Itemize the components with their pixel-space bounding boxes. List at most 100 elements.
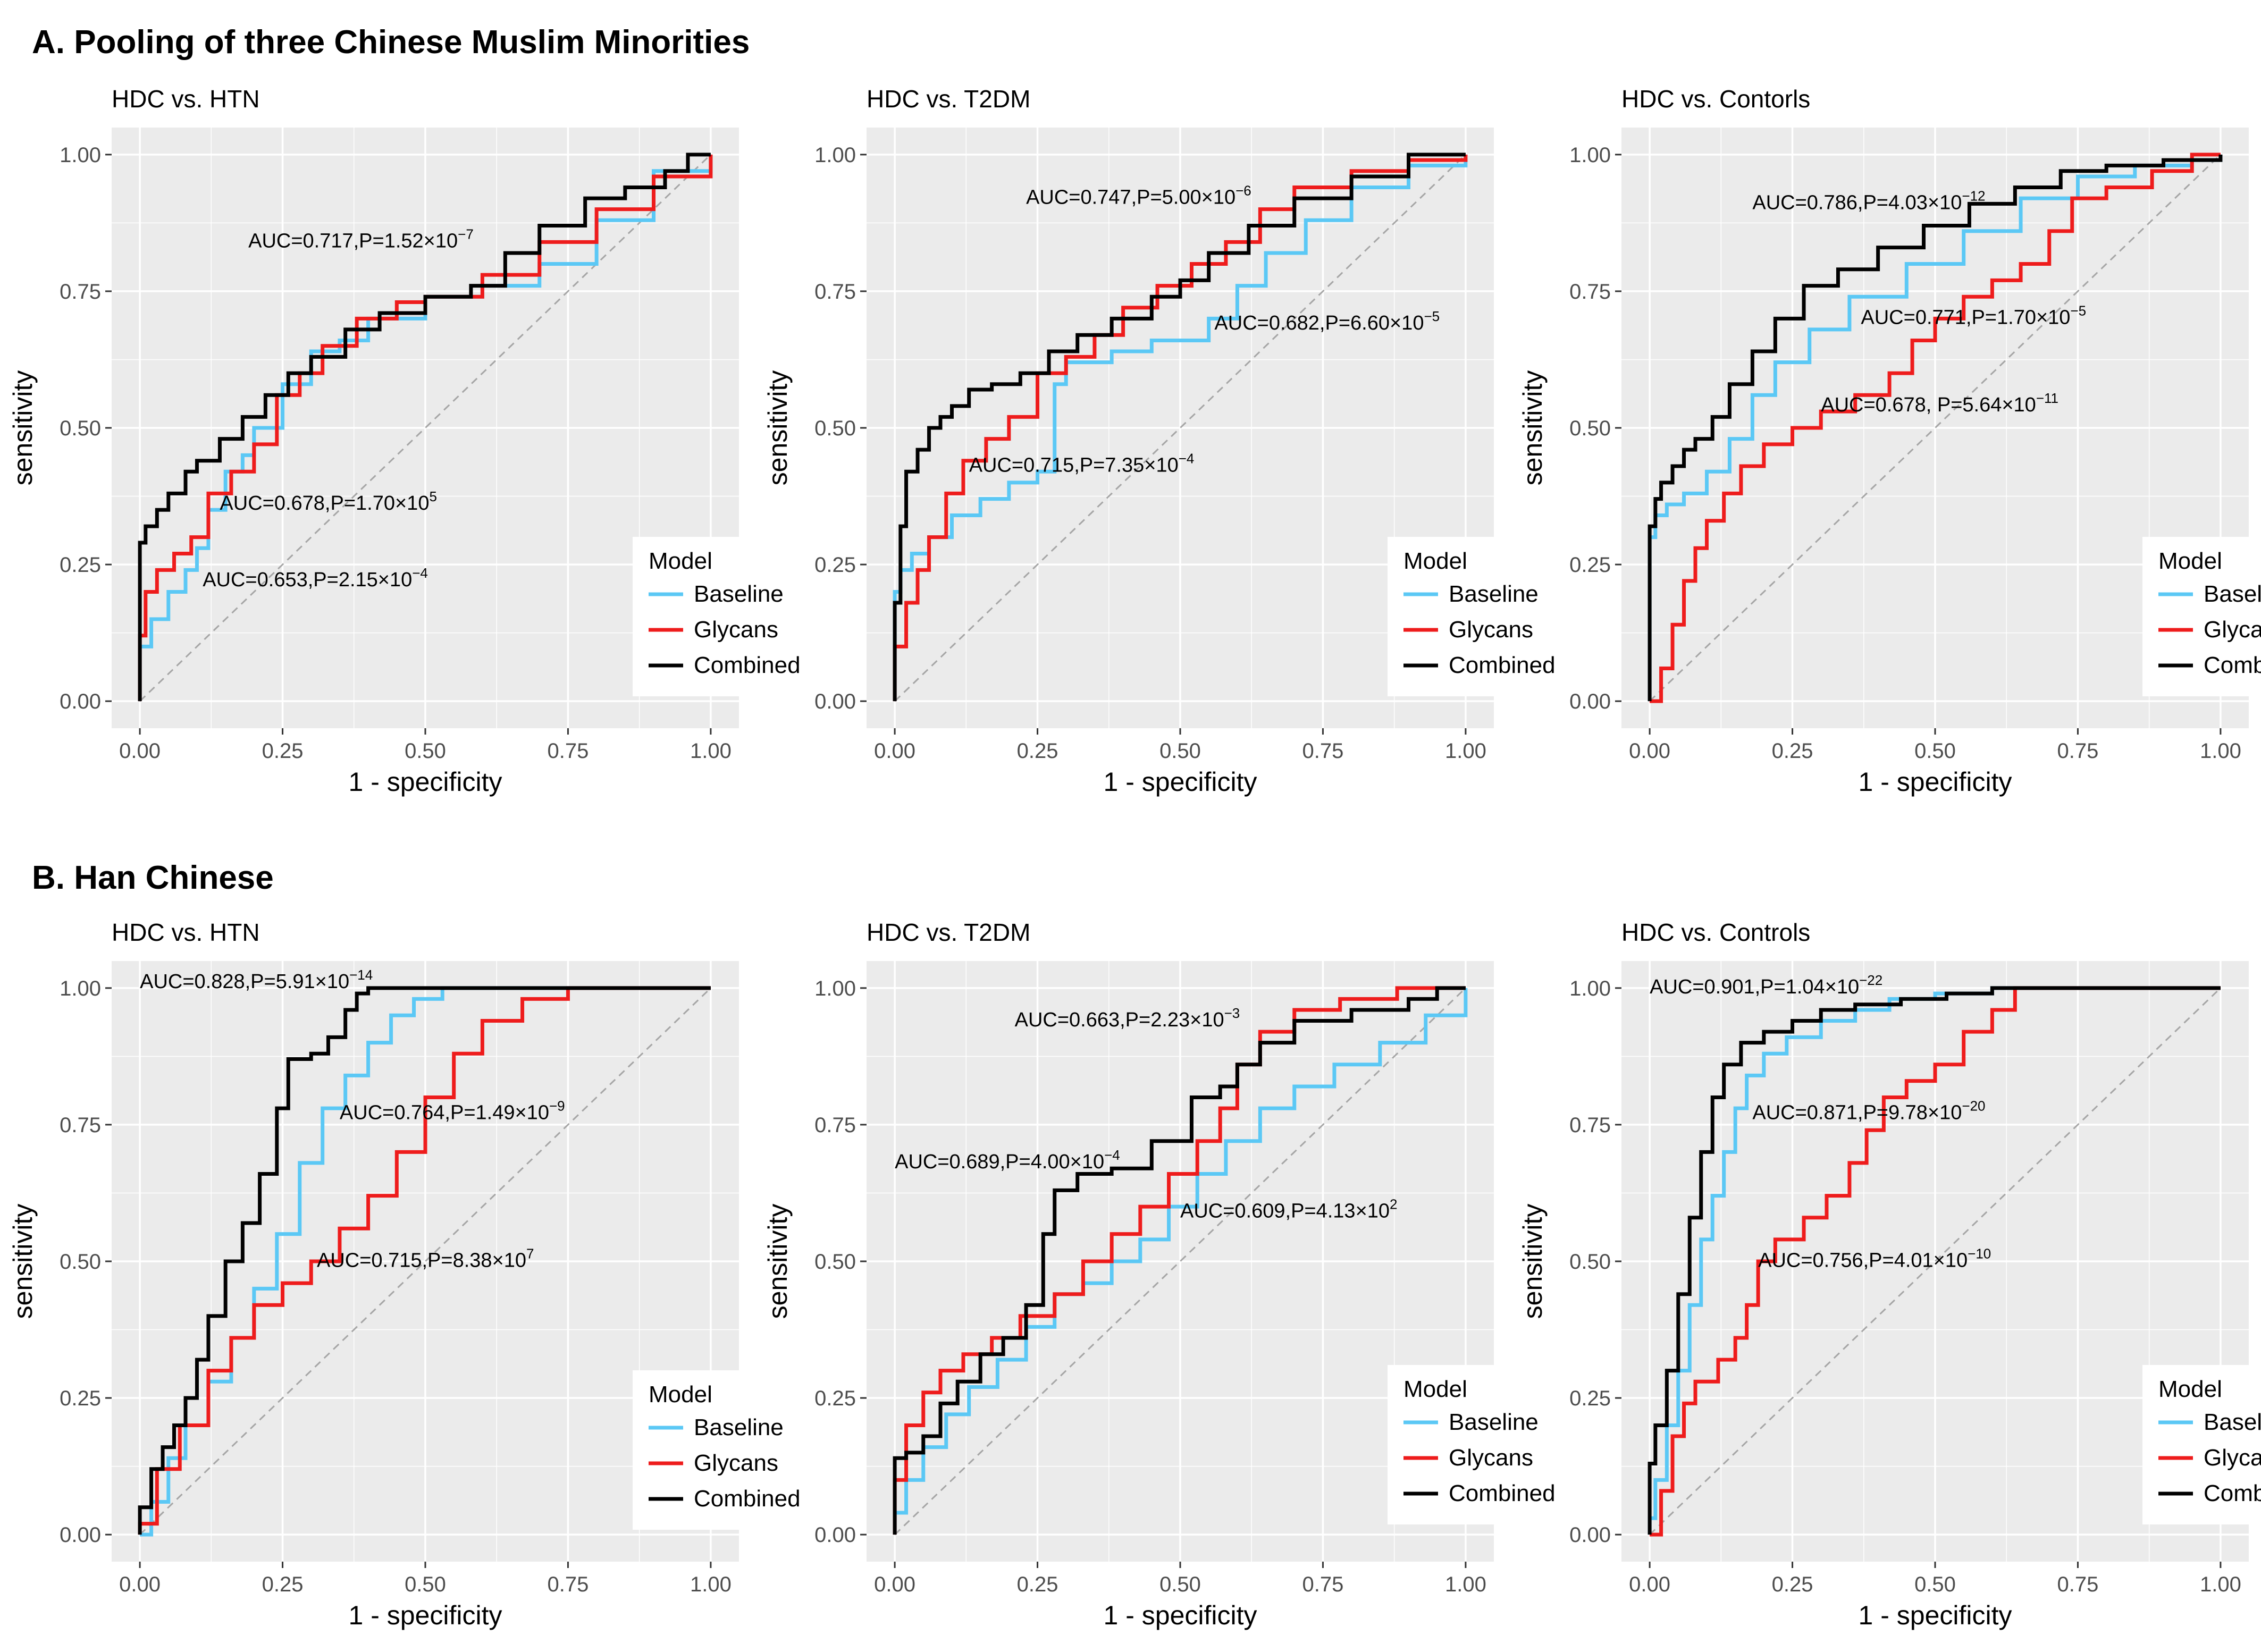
legend-label-glycans: Glycans xyxy=(1449,617,1533,643)
roc-curve-glycans xyxy=(138,986,711,1535)
y-axis-title: sensitivity xyxy=(1518,370,1548,486)
roc-curve-baseline xyxy=(1648,986,2221,1535)
x-tick-label: 0.75 xyxy=(548,1573,589,1596)
x-axis-title: 1 - specificity xyxy=(1104,1600,1257,1630)
auc-annotation-baseline: AUC=0.653,P=2.15×10−4 xyxy=(203,565,428,591)
legend-label-baseline: Baseline xyxy=(1449,1409,1539,1435)
legend: Model Baseline Glycans Combined xyxy=(633,537,816,696)
x-tick-label: 1.00 xyxy=(2200,1573,2241,1596)
legend-label-glycans: Glycans xyxy=(1449,1445,1533,1471)
x-axis-title: 1 - specificity xyxy=(1859,767,2012,797)
x-tick-label: 0.50 xyxy=(405,1573,446,1596)
legend-label-baseline: Baseline xyxy=(2204,581,2261,607)
auc-annotation-combined: AUC=0.717,P=1.52×10−7 xyxy=(248,226,474,252)
auc-annotation-glycans: AUC=0.715,P=8.38×107 xyxy=(317,1245,534,1271)
y-tick-label: 0.00 xyxy=(60,690,101,713)
legend: Model Baseline Glycans Combined xyxy=(1388,1365,1571,1524)
legend-label-glycans: Glycans xyxy=(694,617,778,643)
auc-annotation-baseline: AUC=0.771,P=1.70×10−5 xyxy=(1861,303,2086,329)
diagonal-reference xyxy=(1649,987,2221,1536)
roc-curve-glycans xyxy=(1650,986,2221,1537)
y-axis-title: sensitivity xyxy=(8,370,38,486)
panel-title: HDC vs. Controls xyxy=(1621,918,1810,946)
y-tick-label: 0.25 xyxy=(814,1387,856,1410)
x-tick-label: 0.75 xyxy=(2057,1573,2099,1596)
auc-annotation-combined: AUC=0.828,P=5.91×10−14 xyxy=(140,967,373,993)
auc-annotation-baseline: AUC=0.682,P=6.60×10−5 xyxy=(1214,308,1440,334)
legend-title: Model xyxy=(2158,1376,2222,1402)
roc-curve-combined xyxy=(1648,986,2221,1535)
x-tick-label: 0.25 xyxy=(1017,1573,1058,1596)
y-tick-label: 0.25 xyxy=(1569,1387,1611,1410)
auc-annotation-baseline: AUC=0.609,P=4.13×102 xyxy=(1180,1196,1398,1223)
legend-box xyxy=(633,537,816,696)
x-tick-label: 0.75 xyxy=(548,739,589,763)
auc-annotation-baseline: AUC=0.764,P=1.49×10−9 xyxy=(340,1098,565,1124)
y-tick-label: 1.00 xyxy=(814,144,856,167)
legend-label-baseline: Baseline xyxy=(1449,581,1539,607)
legend-box xyxy=(2142,1365,2261,1524)
legend-label-baseline: Baseline xyxy=(2204,1409,2261,1435)
x-axis-title: 1 - specificity xyxy=(349,1600,502,1630)
section-b-title: B. Han Chinese xyxy=(32,859,274,896)
y-tick-label: 0.75 xyxy=(814,280,856,304)
legend-title: Model xyxy=(1403,548,1467,574)
roc-panel-6: HDC vs. Controls 0.00 0.00 0.25 0.25 0.50 0.50… xyxy=(1518,918,2261,1630)
diagonal-reference xyxy=(1649,154,2221,702)
x-tick-label: 1.00 xyxy=(1445,1573,1486,1596)
y-tick-label: 0.00 xyxy=(60,1523,101,1547)
legend-label-combined: Combined xyxy=(1449,1480,1556,1506)
y-tick-label: 1.00 xyxy=(814,977,856,1000)
auc-annotation-glycans: AUC=0.678,P=1.70×105 xyxy=(220,488,437,515)
roc-curve-combined xyxy=(893,153,1466,702)
auc-annotation-combined: AUC=0.786,P=4.03×10−12 xyxy=(1752,188,1985,214)
x-axis-title: 1 - specificity xyxy=(349,767,502,797)
x-tick-label: 0.00 xyxy=(119,1573,161,1596)
y-tick-label: 0.75 xyxy=(1569,280,1611,304)
y-tick-label: 0.00 xyxy=(1569,690,1611,713)
y-tick-label: 1.00 xyxy=(60,144,101,167)
legend-label-glycans: Glycans xyxy=(2204,1445,2261,1471)
y-tick-label: 0.75 xyxy=(1569,1114,1611,1137)
x-tick-label: 0.25 xyxy=(1772,1573,1813,1596)
y-tick-label: 1.00 xyxy=(60,977,101,1000)
y-tick-label: 0.50 xyxy=(1569,1250,1611,1274)
legend-label-baseline: Baseline xyxy=(694,1414,784,1440)
y-tick-label: 0.75 xyxy=(814,1114,856,1137)
x-tick-label: 0.50 xyxy=(1914,739,1956,763)
x-tick-label: 0.25 xyxy=(262,739,304,763)
legend-box xyxy=(1388,1365,1571,1524)
x-tick-label: 1.00 xyxy=(690,1573,732,1596)
y-tick-label: 0.25 xyxy=(814,553,856,577)
roc-panels: HDC vs. HTN 0.00 0.00 0.25 0.25 0.50 0.50 0.75 0… xyxy=(8,85,2261,1630)
panel-title: HDC vs. T2DM xyxy=(867,85,1030,113)
roc-curve-combined xyxy=(138,986,711,1535)
x-tick-label: 0.75 xyxy=(2057,739,2099,763)
panel-title: HDC vs. HTN xyxy=(112,918,260,946)
roc-panel-3: HDC vs. Contorls 0.00 0.00 0.25 0.25 0.50 0.50… xyxy=(1518,85,2261,797)
legend-label-glycans: Glycans xyxy=(2204,617,2261,643)
legend: Model Baseline Glycans Combined xyxy=(633,1370,816,1530)
roc-panel-4: HDC vs. HTN 0.00 0.00 0.25 0.25 0.50 0.50 0.75 0… xyxy=(8,918,816,1630)
legend-label-glycans: Glycans xyxy=(694,1450,778,1476)
x-axis-title: 1 - specificity xyxy=(1104,767,1257,797)
x-tick-label: 0.50 xyxy=(405,739,446,763)
y-tick-label: 0.25 xyxy=(60,1387,101,1410)
x-tick-label: 0.25 xyxy=(262,1573,304,1596)
y-tick-label: 0.50 xyxy=(60,417,101,440)
roc-curve-combined xyxy=(893,986,1466,1535)
y-tick-label: 0.25 xyxy=(1569,553,1611,577)
x-tick-label: 0.00 xyxy=(874,1573,915,1596)
y-tick-label: 1.00 xyxy=(1569,144,1611,167)
auc-annotation-combined: AUC=0.901,P=1.04×10−22 xyxy=(1650,972,1882,998)
auc-annotation-glycans: AUC=0.715,P=7.35×10−4 xyxy=(969,450,1195,476)
roc-panel-1: HDC vs. HTN 0.00 0.00 0.25 0.25 0.50 0.50 0.75 0… xyxy=(8,85,816,797)
legend-label-combined: Combined xyxy=(694,652,801,678)
roc-curve-baseline xyxy=(893,988,1468,1535)
roc-curve-baseline xyxy=(140,986,711,1537)
y-tick-label: 0.50 xyxy=(814,1250,856,1274)
x-tick-label: 0.00 xyxy=(1629,739,1670,763)
x-tick-label: 0.00 xyxy=(874,739,915,763)
panel-title: HDC vs. Contorls xyxy=(1621,85,1810,113)
